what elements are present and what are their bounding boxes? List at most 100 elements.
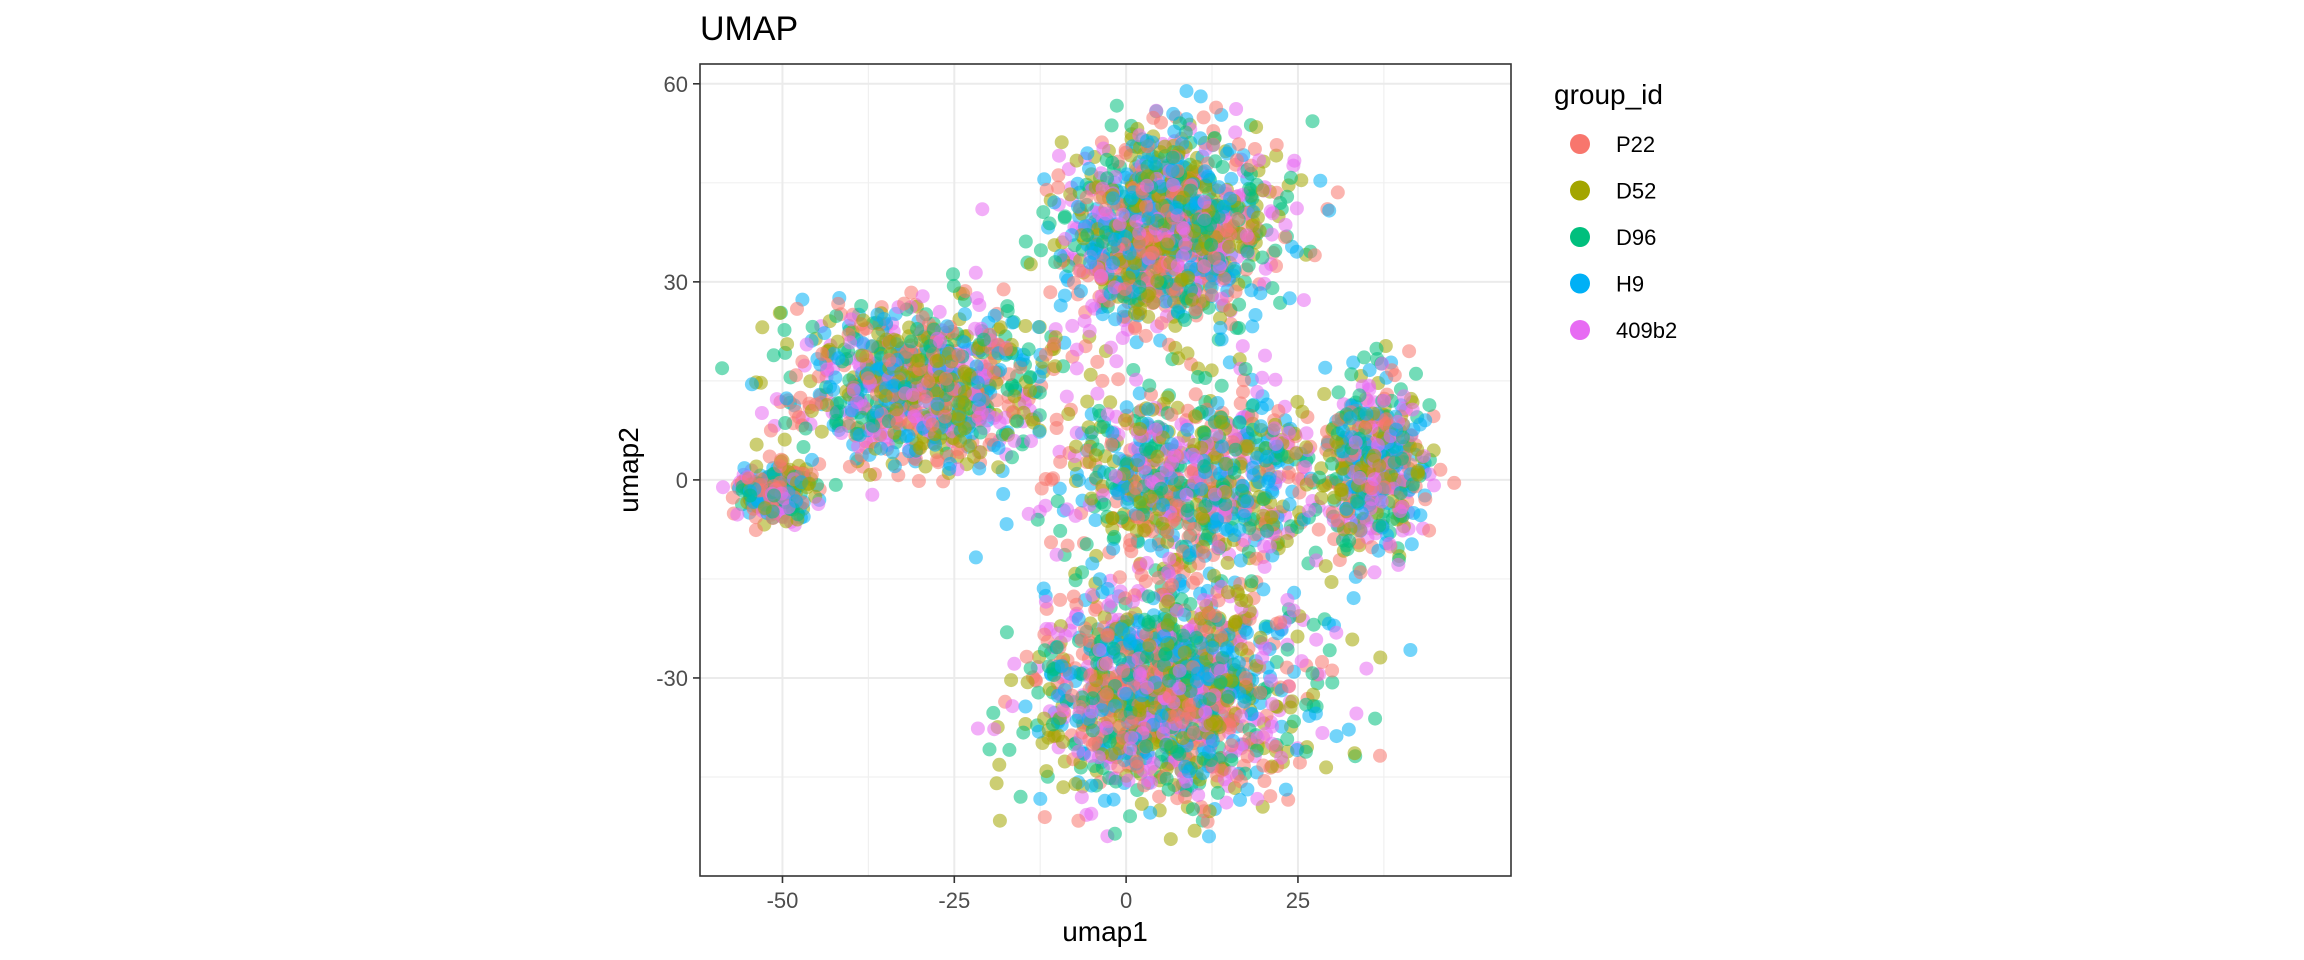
data-point-d96 (1176, 628, 1191, 643)
data-point-d52 (991, 460, 1006, 475)
data-point-h9 (1282, 497, 1297, 512)
data-point-p22 (937, 409, 952, 424)
data-point-409b2 (1129, 372, 1144, 387)
data-point-d96 (1172, 747, 1187, 761)
data-point-p22 (1100, 628, 1114, 643)
data-point-d96 (1202, 692, 1217, 707)
data-point-409b2 (1094, 268, 1108, 283)
data-point-p22 (1186, 725, 1201, 740)
data-point-409b2 (1109, 354, 1124, 369)
data-point-409b2 (968, 265, 983, 280)
data-point-h9 (1245, 319, 1260, 334)
data-point-409b2 (1265, 206, 1280, 221)
data-point-p22 (1146, 110, 1161, 125)
data-point-d52 (1279, 534, 1294, 549)
data-point-d52 (1083, 367, 1098, 382)
data-point-p22 (1095, 373, 1110, 388)
data-point-409b2 (1329, 625, 1344, 640)
data-point-d96 (1154, 481, 1169, 496)
data-point-h9 (968, 550, 983, 565)
data-point-p22 (1145, 246, 1160, 261)
data-point-d96 (1085, 723, 1100, 738)
data-point-409b2 (1065, 318, 1080, 333)
data-point-409b2 (754, 406, 769, 420)
data-point-h9 (1318, 360, 1333, 375)
data-point-409b2 (1309, 632, 1324, 647)
data-point-p22 (958, 284, 973, 299)
data-point-409b2 (1257, 539, 1272, 554)
data-point-d96 (946, 278, 961, 293)
data-point-h9 (1282, 291, 1297, 306)
data-point-d96 (1240, 244, 1255, 259)
data-point-h9 (1114, 622, 1129, 637)
data-point-d52 (1171, 351, 1186, 366)
data-point-409b2 (1278, 217, 1293, 232)
data-point-h9 (1095, 307, 1110, 322)
data-point-d96 (1260, 523, 1275, 538)
data-point-p22 (1269, 138, 1284, 152)
data-point-409b2 (1091, 750, 1106, 765)
data-point-409b2 (1257, 559, 1272, 574)
data-point-p22 (1217, 271, 1232, 286)
data-point-h9 (1248, 308, 1263, 322)
data-point-409b2 (975, 202, 990, 217)
data-point-d96 (1224, 753, 1239, 768)
data-point-409b2 (1197, 259, 1212, 274)
data-point-409b2 (820, 362, 835, 377)
data-point-p22 (1051, 168, 1066, 183)
data-point-d96 (767, 488, 781, 503)
data-point-d96 (1123, 809, 1137, 824)
data-point-409b2 (1129, 214, 1144, 229)
data-point-h9 (1111, 486, 1126, 501)
data-point-h9 (1119, 686, 1134, 701)
data-point-409b2 (834, 426, 849, 440)
data-point-h9 (1205, 734, 1220, 748)
data-point-h9 (1253, 286, 1268, 301)
data-point-h9 (1122, 634, 1137, 648)
data-point-d52 (1373, 650, 1388, 665)
data-point-d96 (855, 410, 869, 425)
data-point-409b2 (850, 395, 865, 410)
data-point-h9 (1165, 163, 1180, 178)
data-point-d52 (1213, 415, 1228, 429)
data-point-d96 (1325, 675, 1340, 690)
data-point-409b2 (970, 721, 985, 736)
data-point-h9 (885, 445, 900, 460)
data-point-h9 (1141, 211, 1156, 226)
data-point-d52 (951, 412, 966, 427)
data-point-409b2 (1367, 565, 1382, 580)
data-point-d52 (882, 334, 897, 349)
data-point-d96 (976, 332, 991, 347)
data-point-d52 (1080, 394, 1095, 409)
data-point-p22 (1037, 627, 1052, 642)
data-point-409b2 (1359, 661, 1374, 676)
data-point-p22 (1311, 522, 1326, 537)
data-point-h9 (1158, 294, 1173, 309)
data-point-409b2 (1108, 469, 1123, 484)
data-point-d96 (1344, 367, 1359, 382)
data-point-d96 (1107, 826, 1122, 841)
data-point-d52 (757, 501, 772, 516)
data-point-p22 (1093, 190, 1108, 205)
data-point-p22 (763, 423, 778, 438)
data-point-h9 (872, 361, 887, 376)
data-point-d52 (918, 459, 933, 474)
data-point-d52 (1177, 645, 1192, 660)
data-point-d96 (1079, 537, 1094, 552)
data-point-d52 (749, 437, 764, 452)
data-point-d96 (1085, 691, 1100, 706)
data-point-d52 (1063, 187, 1078, 202)
data-point-409b2 (1100, 407, 1115, 422)
data-point-h9 (1179, 84, 1194, 99)
data-point-p22 (989, 393, 1004, 408)
data-point-d96 (1210, 785, 1225, 800)
data-point-409b2 (1265, 697, 1280, 711)
data-point-h9 (1223, 191, 1238, 206)
data-point-h9 (1154, 708, 1169, 723)
data-point-h9 (1071, 612, 1086, 626)
data-point-h9 (1341, 722, 1356, 737)
data-point-d52 (1181, 270, 1196, 285)
data-point-h9 (1005, 315, 1020, 330)
data-point-p22 (831, 296, 846, 311)
data-point-409b2 (1265, 227, 1279, 242)
